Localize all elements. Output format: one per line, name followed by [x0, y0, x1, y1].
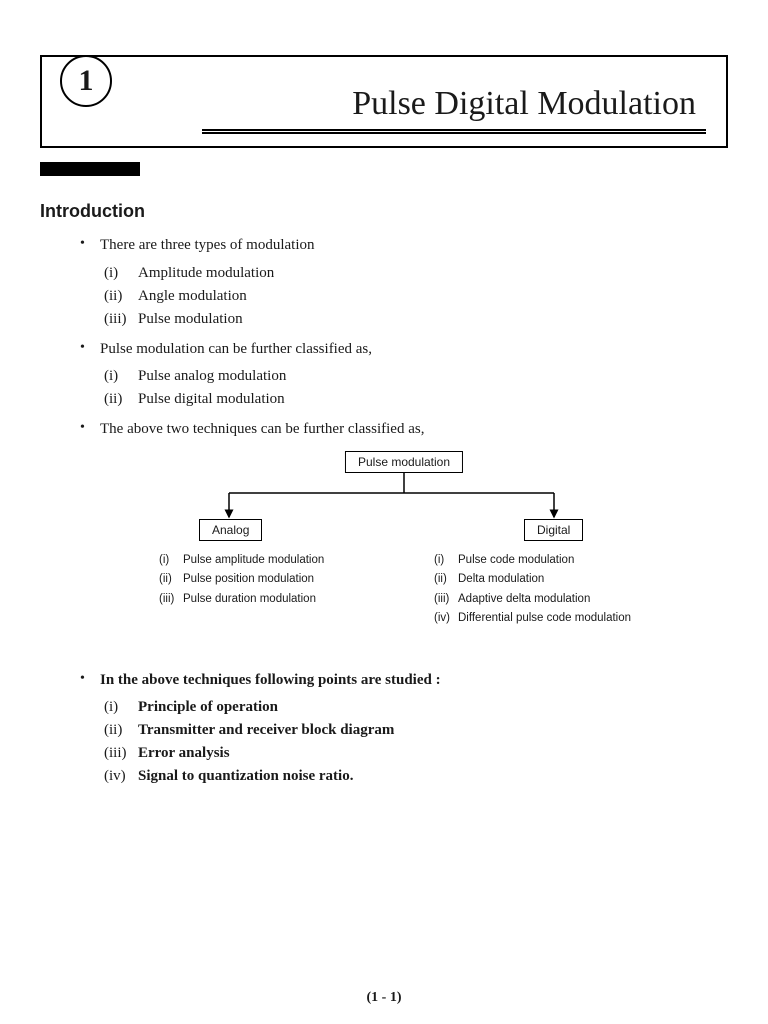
roman-numeral: (ii)	[104, 391, 138, 408]
roman-numeral: (iii)	[159, 590, 183, 610]
roman-numeral: (iii)	[104, 745, 138, 762]
item-text: Pulse code modulation	[458, 551, 574, 571]
diagram-lists: (i)Pulse amplitude modulation (ii)Pulse …	[124, 551, 684, 629]
list-item: (i)Pulse amplitude modulation	[159, 551, 404, 571]
list-item: (i)Principle of operation	[104, 699, 728, 716]
diagram-left-node: Analog	[199, 519, 262, 541]
item-text: Amplitude modulation	[138, 265, 274, 282]
roman-numeral: (i)	[104, 368, 138, 385]
diagram-left-list: (i)Pulse amplitude modulation (ii)Pulse …	[124, 551, 404, 629]
bullet-icon: •	[80, 234, 100, 257]
title-underline	[202, 129, 706, 134]
item-text: Differential pulse code modulation	[458, 609, 631, 629]
bullet-item: • The above two techniques can be furthe…	[80, 418, 728, 441]
roman-numeral: (i)	[104, 265, 138, 282]
chapter-header: 1 Pulse Digital Modulation	[40, 55, 728, 176]
page-number: (1 - 1)	[367, 990, 402, 1006]
decorative-bar	[40, 162, 140, 176]
section-heading: Introduction	[40, 201, 728, 222]
roman-numeral: (i)	[104, 699, 138, 716]
diagram-right-list: (i)Pulse code modulation (ii)Delta modul…	[404, 551, 684, 629]
list-item: (iii)Adaptive delta modulation	[434, 590, 684, 610]
bullet-item: • There are three types of modulation	[80, 234, 728, 257]
diagram-right-node: Digital	[524, 519, 583, 541]
roman-numeral: (iii)	[104, 311, 138, 328]
list-item: (iii)Pulse duration modulation	[159, 590, 404, 610]
list-item: (i)Amplitude modulation	[104, 265, 728, 282]
sub-list: (i)Pulse analog modulation (ii)Pulse dig…	[80, 368, 728, 408]
roman-numeral: (ii)	[159, 570, 183, 590]
item-text: Pulse amplitude modulation	[183, 551, 324, 571]
bullet-icon: •	[80, 338, 100, 361]
bullet-item: • Pulse modulation can be further classi…	[80, 338, 728, 361]
list-item: (ii)Transmitter and receiver block diagr…	[104, 722, 728, 739]
item-text: Signal to quantization noise ratio.	[138, 768, 353, 785]
item-text: Pulse duration modulation	[183, 590, 316, 610]
item-text: Pulse modulation	[138, 311, 243, 328]
bullet-text: There are three types of modulation	[100, 234, 315, 257]
diagram-root-node: Pulse modulation	[345, 451, 463, 473]
list-item: (ii)Angle modulation	[104, 288, 728, 305]
roman-numeral: (iv)	[434, 609, 458, 629]
chapter-number: 1	[79, 64, 94, 98]
chapter-number-badge: 1	[60, 55, 112, 107]
bullet-icon: •	[80, 669, 100, 692]
item-text: Pulse analog modulation	[138, 368, 286, 385]
list-item: (ii)Pulse digital modulation	[104, 391, 728, 408]
roman-numeral: (iii)	[434, 590, 458, 610]
bullet-icon: •	[80, 418, 100, 441]
item-text: Angle modulation	[138, 288, 247, 305]
item-text: Adaptive delta modulation	[458, 590, 590, 610]
item-text: Pulse position modulation	[183, 570, 314, 590]
list-item: (iv)Differential pulse code modulation	[434, 609, 684, 629]
list-item: (i)Pulse code modulation	[434, 551, 684, 571]
bullet-text: The above two techniques can be further …	[100, 418, 424, 441]
roman-numeral: (ii)	[104, 722, 138, 739]
list-item: (iv)Signal to quantization noise ratio.	[104, 768, 728, 785]
item-text: Transmitter and receiver block diagram	[138, 722, 394, 739]
content-body: • There are three types of modulation (i…	[40, 234, 728, 785]
item-text: Error analysis	[138, 745, 230, 762]
bullet-text: In the above techniques following points…	[100, 669, 441, 692]
list-item: (ii)Pulse position modulation	[159, 570, 404, 590]
item-text: Principle of operation	[138, 699, 278, 716]
item-text: Pulse digital modulation	[138, 391, 285, 408]
list-item: (iii)Pulse modulation	[104, 311, 728, 328]
bullet-item: • In the above techniques following poin…	[80, 669, 728, 692]
classification-diagram: Pulse modulation Analog Digital (i)Pulse…	[124, 451, 684, 651]
roman-numeral: (ii)	[434, 570, 458, 590]
bullet-text: Pulse modulation can be further classifi…	[100, 338, 372, 361]
list-item: (iii)Error analysis	[104, 745, 728, 762]
roman-numeral: (i)	[434, 551, 458, 571]
roman-numeral: (iv)	[104, 768, 138, 785]
roman-numeral: (i)	[159, 551, 183, 571]
sub-list: (i)Amplitude modulation (ii)Angle modula…	[80, 265, 728, 328]
sub-list: (i)Principle of operation (ii)Transmitte…	[80, 699, 728, 785]
chapter-title: Pulse Digital Modulation	[62, 85, 706, 123]
item-text: Delta modulation	[458, 570, 544, 590]
roman-numeral: (ii)	[104, 288, 138, 305]
list-item: (ii)Delta modulation	[434, 570, 684, 590]
title-box: Pulse Digital Modulation	[40, 55, 728, 148]
list-item: (i)Pulse analog modulation	[104, 368, 728, 385]
